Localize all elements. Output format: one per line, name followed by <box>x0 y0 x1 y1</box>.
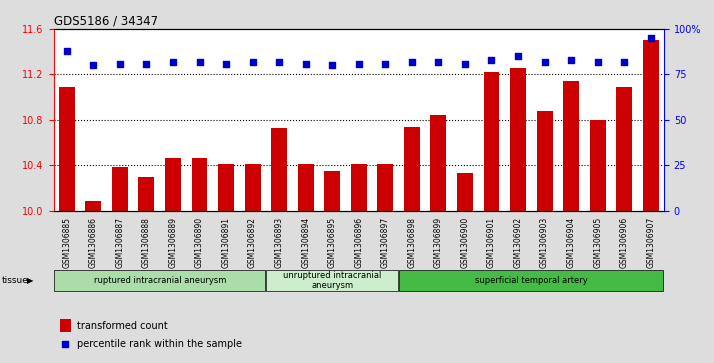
Point <box>273 59 285 65</box>
Point <box>88 62 99 68</box>
Bar <box>590 120 605 211</box>
Point <box>353 61 365 66</box>
Point <box>61 48 73 54</box>
Text: superficial temporal artery: superficial temporal artery <box>475 276 588 285</box>
Bar <box>457 173 473 211</box>
Bar <box>378 164 393 211</box>
Point <box>141 61 152 66</box>
Point <box>459 61 471 66</box>
Point <box>167 59 178 65</box>
Point <box>618 59 630 65</box>
Point <box>380 61 391 66</box>
Text: unruptured intracranial
aneurysm: unruptured intracranial aneurysm <box>283 271 381 290</box>
Point <box>513 53 524 59</box>
Bar <box>271 128 287 211</box>
Point <box>645 35 656 41</box>
Point <box>114 61 126 66</box>
Point <box>300 61 311 66</box>
Point <box>221 61 232 66</box>
Bar <box>86 201 101 211</box>
Bar <box>165 158 181 211</box>
Point <box>592 59 603 65</box>
Bar <box>60 319 71 332</box>
Bar <box>431 115 446 211</box>
Bar <box>351 164 367 211</box>
Bar <box>245 164 261 211</box>
Point <box>486 57 497 63</box>
Bar <box>139 176 154 211</box>
Bar <box>563 81 579 211</box>
Text: ▶: ▶ <box>27 276 34 285</box>
Bar <box>59 87 75 211</box>
Bar <box>191 158 208 211</box>
Bar <box>324 171 340 211</box>
Point <box>433 59 444 65</box>
Point <box>326 62 338 68</box>
Text: transformed count: transformed count <box>76 321 168 331</box>
Point <box>59 341 71 347</box>
Point <box>193 59 205 65</box>
Bar <box>298 164 313 211</box>
Bar <box>54 270 266 291</box>
Bar <box>483 72 500 211</box>
Bar <box>404 127 420 211</box>
Point <box>565 57 577 63</box>
Text: percentile rank within the sample: percentile rank within the sample <box>76 339 242 349</box>
Bar <box>399 270 663 291</box>
Bar <box>510 68 526 211</box>
Text: GDS5186 / 34347: GDS5186 / 34347 <box>54 15 158 28</box>
Point <box>406 59 418 65</box>
Text: tissue: tissue <box>1 276 29 285</box>
Bar <box>112 167 128 211</box>
Bar <box>616 87 632 211</box>
Text: ruptured intracranial aneurysm: ruptured intracranial aneurysm <box>94 276 226 285</box>
Bar <box>266 270 398 291</box>
Point <box>247 59 258 65</box>
Point <box>539 59 550 65</box>
Bar <box>643 40 659 211</box>
Bar <box>537 111 553 211</box>
Bar <box>218 164 234 211</box>
